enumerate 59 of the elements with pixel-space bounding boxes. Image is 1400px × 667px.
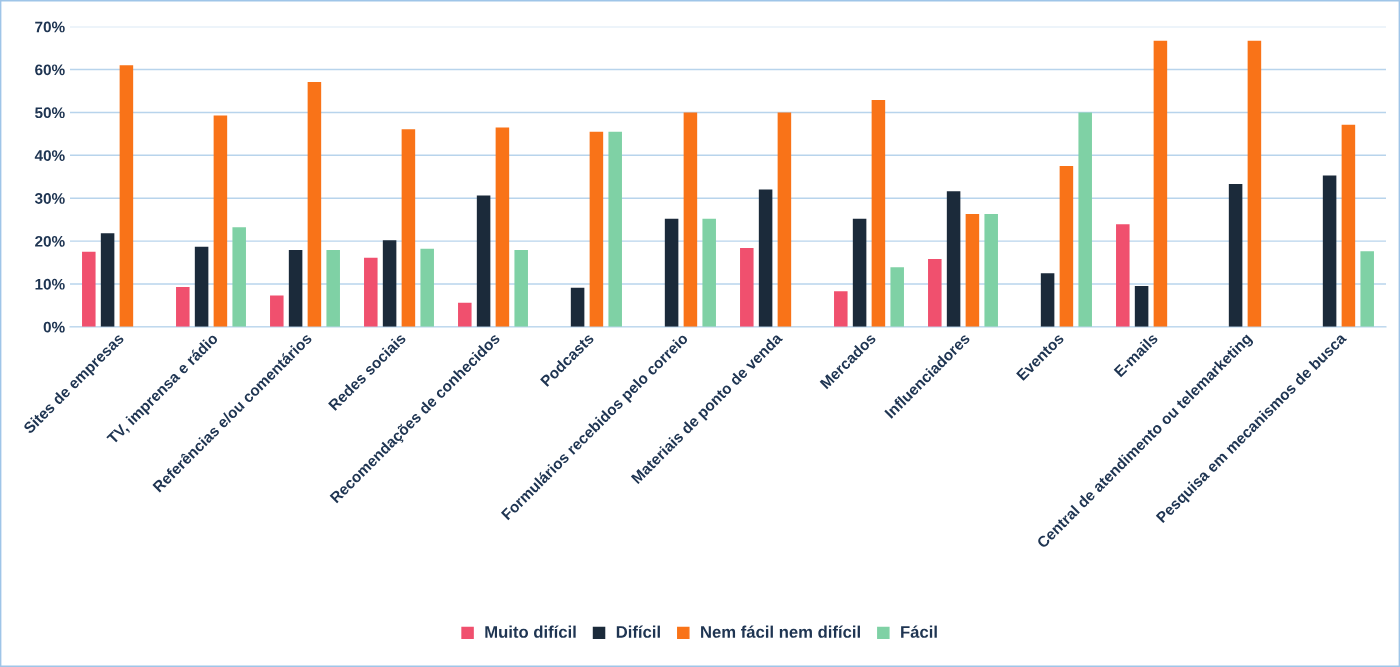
bar: [984, 214, 998, 327]
bar: [852, 218, 867, 327]
bar: [382, 240, 397, 327]
bar: [495, 127, 510, 327]
bar: [928, 259, 942, 327]
bar: [608, 131, 622, 327]
bar: [1322, 175, 1337, 327]
bar: [758, 189, 773, 327]
y-tick-label: 60%: [35, 64, 65, 76]
bar: [514, 250, 528, 327]
bar: [589, 131, 604, 327]
bar: [777, 112, 792, 327]
bar: [664, 218, 679, 327]
y-tick-label: 70%: [35, 21, 65, 33]
bar: [1360, 251, 1374, 327]
y-tick-label: 50%: [35, 107, 65, 119]
bar: [326, 250, 340, 327]
bar: [176, 286, 190, 327]
bar: [270, 295, 284, 327]
bar: [946, 191, 961, 327]
bar: [1040, 273, 1055, 327]
bar: [476, 195, 491, 327]
legend-label: Nem fácil nem difícil: [701, 625, 860, 638]
bar: [213, 115, 228, 327]
y-tick-label: 0%: [43, 321, 65, 333]
bar: [1341, 124, 1356, 327]
bar: [232, 227, 246, 327]
bar: [871, 100, 886, 327]
bar: [364, 257, 378, 327]
bar: [1247, 40, 1262, 327]
bar: [288, 250, 303, 327]
bar: [965, 214, 980, 327]
y-tick-label: 10%: [35, 278, 65, 290]
bar: [82, 251, 96, 327]
bar: [1228, 184, 1243, 327]
legend-label: Fácil: [901, 625, 937, 638]
y-tick-label: 30%: [34, 193, 65, 204]
bar: [834, 291, 848, 327]
bar: [420, 248, 434, 327]
bar: [100, 233, 115, 327]
bar: [119, 65, 134, 327]
bar: [702, 218, 716, 327]
bar: [1078, 112, 1092, 327]
legend-label: Muito difícil: [485, 625, 576, 638]
bar: [683, 112, 698, 327]
legend-label: Difícil: [616, 625, 660, 638]
y-tick-label: 20%: [35, 235, 65, 247]
bar: [1153, 40, 1168, 327]
y-tick-label: 40%: [34, 150, 65, 161]
bar: [1116, 224, 1130, 327]
bar: [194, 246, 209, 327]
bar: [307, 81, 322, 327]
bar: [890, 267, 904, 327]
bar: [570, 287, 585, 327]
bar: [740, 247, 754, 327]
bar: [401, 129, 416, 327]
bar: [458, 302, 472, 327]
bar: [1059, 166, 1074, 327]
bar: [1134, 286, 1149, 327]
